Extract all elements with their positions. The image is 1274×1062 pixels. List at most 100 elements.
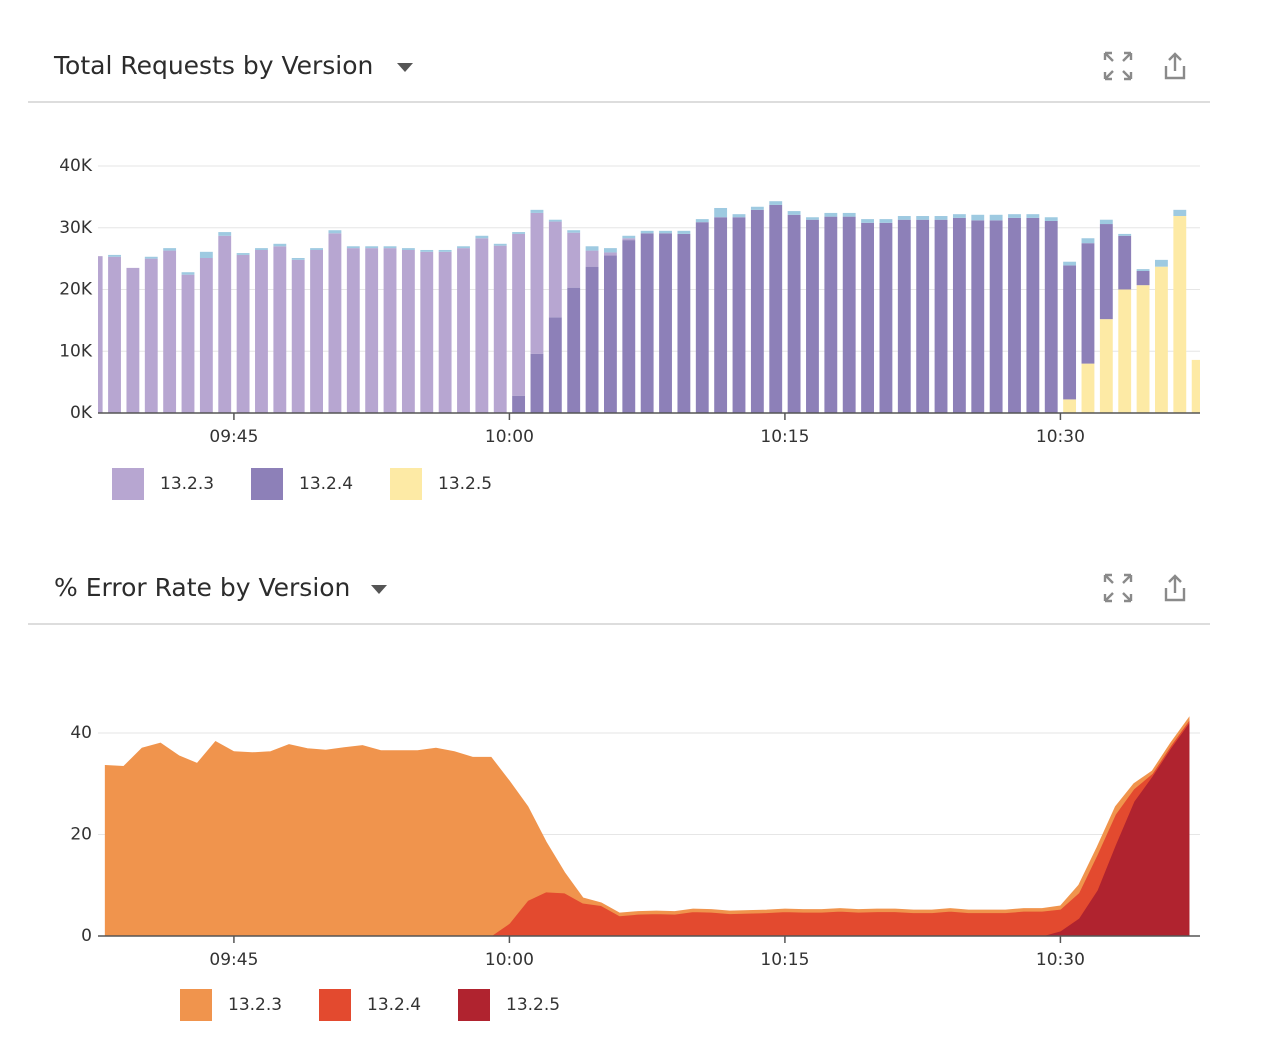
area	[104, 716, 1190, 937]
bar-segment	[163, 250, 177, 413]
bar-segment	[181, 274, 195, 413]
bar-segment	[567, 232, 581, 288]
bar-segment	[1008, 217, 1021, 413]
bar-segment	[512, 395, 526, 413]
bar-segment	[1136, 285, 1150, 413]
bar-segment	[567, 230, 581, 233]
y-tick-label: 0K	[70, 403, 93, 423]
dropdown-toggle[interactable]	[397, 63, 413, 72]
legend-label: 13.2.4	[299, 474, 353, 494]
bar-segment	[457, 246, 470, 249]
bar-segment	[677, 233, 691, 413]
bar-segment	[493, 245, 507, 413]
bar-segment	[714, 217, 728, 413]
bar-segment	[640, 233, 654, 413]
bar-segment	[824, 216, 838, 413]
bar-segment	[585, 250, 599, 267]
bar-segment	[714, 207, 728, 218]
bar-segment	[1026, 217, 1040, 413]
bar-segment	[401, 249, 415, 413]
bar-segment	[952, 214, 966, 218]
y-tick-label: 40K	[59, 156, 93, 176]
legend-label: 13.2.5	[506, 995, 560, 1015]
bar-segment	[952, 217, 966, 413]
legend-swatch	[180, 989, 212, 1021]
bar-segment	[457, 248, 470, 413]
bar-segment	[512, 232, 526, 234]
bar-segment	[695, 219, 709, 223]
bar-segment	[199, 251, 213, 259]
bar-segment	[916, 216, 930, 220]
bar-segment	[310, 249, 323, 413]
bar-segment	[475, 238, 489, 413]
legend-swatch	[390, 468, 422, 500]
panel-title: Total Requests by Version	[53, 51, 373, 80]
bar-segment	[548, 221, 562, 318]
y-tick-label: 10K	[59, 341, 93, 361]
bar-segment	[1081, 363, 1095, 413]
x-tick-label: 09:45	[209, 427, 258, 447]
bar-segment	[548, 219, 562, 222]
bar-segment	[842, 216, 856, 413]
bar-segment	[493, 243, 507, 246]
bar-segment	[604, 252, 617, 256]
bar-segment	[732, 214, 746, 218]
expand-button[interactable]	[1103, 51, 1133, 81]
bar-segment	[695, 222, 709, 413]
bar-segment	[769, 201, 783, 205]
legend-swatch	[112, 468, 144, 500]
x-tick-label: 09:45	[209, 950, 258, 970]
bar-segment	[1118, 289, 1132, 413]
bar-segment	[806, 217, 819, 220]
bar-segment	[255, 249, 268, 413]
bar-segment	[1118, 235, 1132, 290]
bar-segment	[879, 219, 893, 223]
bar-segment	[585, 266, 599, 413]
bar-segment	[383, 248, 397, 413]
x-tick-label: 10:30	[1036, 950, 1085, 970]
bar-segment	[1044, 220, 1058, 413]
bar-segment	[365, 248, 379, 413]
y-tick-label: 0	[81, 926, 92, 946]
bar-segment	[1136, 269, 1150, 271]
legend-swatch	[458, 989, 490, 1021]
bar-segment	[861, 222, 874, 413]
bar-segment	[916, 219, 930, 413]
bar-segment	[383, 246, 397, 249]
bar-segment	[1155, 266, 1168, 413]
bar-segment	[750, 209, 764, 413]
bar-segment	[236, 253, 250, 255]
bar-segment	[934, 219, 948, 413]
legend-label: 13.2.4	[367, 995, 421, 1015]
bar-segment	[604, 248, 617, 253]
dropdown-toggle[interactable]	[371, 585, 387, 594]
bar-segment	[1008, 214, 1021, 218]
bar-segment	[199, 258, 213, 413]
expand-button[interactable]	[1103, 573, 1133, 603]
bar-segment	[1155, 259, 1168, 267]
bar-segment	[806, 219, 819, 413]
bar-segment	[346, 248, 360, 413]
x-tick-label: 10:15	[760, 427, 809, 447]
bar-segment	[1173, 209, 1187, 217]
bar-segment	[585, 246, 599, 251]
bar-segment	[328, 233, 342, 413]
x-tick-label: 10:30	[1036, 427, 1085, 447]
bar-segment	[879, 222, 893, 413]
panel-title: % Error Rate by Version	[54, 573, 350, 602]
bar-segment	[420, 249, 434, 252]
bar-segment	[640, 230, 654, 234]
share-button[interactable]	[1164, 52, 1186, 80]
bar-segment	[98, 256, 103, 413]
bar-segment	[567, 287, 581, 413]
bar-segment	[1044, 217, 1058, 221]
y-tick-label: 40	[70, 723, 92, 743]
bar-segment	[1136, 270, 1150, 286]
share-button[interactable]	[1164, 574, 1186, 602]
bar-segment	[659, 233, 672, 413]
bar-segment	[530, 212, 544, 354]
bar-segment	[126, 267, 140, 413]
bar-segment	[1063, 261, 1077, 266]
bar-segment	[604, 255, 617, 413]
x-tick-label: 10:00	[485, 427, 534, 447]
